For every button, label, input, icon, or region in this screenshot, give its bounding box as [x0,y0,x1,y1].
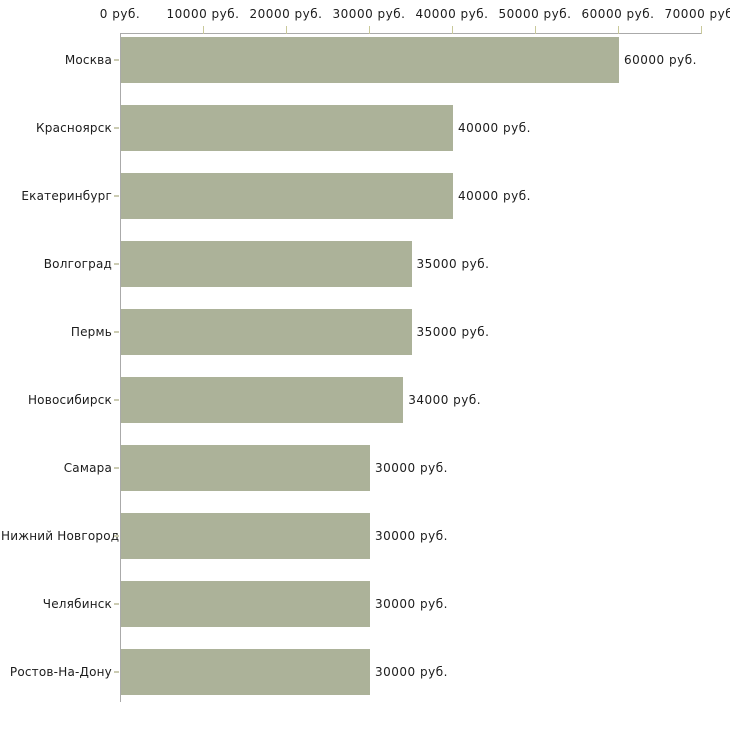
bar-row: 34000 руб. Новосибирск [28,377,701,423]
x-axis-tick-label: 0 руб. [99,7,141,21]
category-label: Новосибирск [27,393,112,407]
value-label: 30000 руб. [375,665,448,679]
x-axis-line [120,33,701,34]
bar [121,309,412,355]
bar [121,445,370,491]
value-label: 34000 руб. [408,393,482,407]
category-tick [114,59,119,61]
value-label: 30000 руб. [375,597,448,611]
category-tick [114,603,119,605]
value-label: 40000 руб. [458,121,531,135]
category-tick [114,127,119,129]
bar [121,581,370,627]
category-label: Волгоград [43,257,112,271]
bar [121,377,404,423]
category-tick [114,671,119,673]
bar [121,649,370,695]
bar-row: 30000 руб. Нижний Новгород [1,513,701,559]
category-tick [114,399,119,401]
category-tick [114,331,119,333]
x-axis-tick-label: 20000 руб. [249,7,323,21]
bar-row: 30000 руб. Челябинск [43,581,701,627]
bar-row: 30000 руб. Ростов-На-Дону [10,649,701,695]
value-label: 40000 руб. [458,189,531,203]
bar-row: 35000 руб. Волгоград [44,241,701,287]
category-tick [114,535,119,537]
category-tick [114,195,119,197]
x-axis-tick [369,26,370,34]
value-label: 30000 руб. [375,529,448,543]
plot-area: 0 руб. 10000 руб. 20000 руб. 30000 руб. 4000… [1,7,730,702]
value-label: 60000 руб. [624,53,697,67]
x-axis-tick [203,26,204,34]
category-label: Москва [64,53,112,67]
bar [121,241,412,287]
x-axis-tick-label: 70000 руб. [664,7,730,21]
x-axis-tick [452,26,453,34]
bar-row: 35000 руб. Пермь [71,309,701,355]
category-label: Самара [63,461,112,475]
bar [121,105,453,151]
bar [121,513,370,559]
x-axis-tick [286,26,287,34]
bar-row: 60000 руб. Москва [65,37,701,83]
x-axis-tick-label: 40000 руб. [415,7,489,21]
x-axis-tick [701,26,702,34]
x-axis-tick-label: 60000 руб. [581,7,655,21]
category-label: Красноярск [36,121,112,135]
bar-row: 30000 руб. Самара [64,445,701,491]
x-axis-tick-label: 50000 руб. [498,7,572,21]
category-tick [114,263,119,265]
bar [121,37,619,83]
bar-row: 40000 руб. Екатеринбург [21,173,701,219]
bar-row: 40000 руб. Красноярск [36,105,701,151]
value-label: 35000 руб. [416,325,490,339]
value-label: 30000 руб. [375,461,448,475]
category-label: Екатеринбург [21,189,112,203]
x-axis-tick [618,26,619,34]
category-label: Нижний Новгород [1,529,120,543]
category-label: Пермь [70,325,112,339]
category-label: Ростов-На-Дону [9,665,112,679]
x-axis-tick-label: 30000 руб. [332,7,406,21]
category-tick [114,467,119,469]
category-label: Челябинск [42,597,112,611]
x-axis-tick-label: 10000 руб. [166,7,240,21]
bar [121,173,453,219]
x-axis-tick [535,26,536,34]
value-label: 35000 руб. [416,257,490,271]
y-axis-line [120,33,121,702]
